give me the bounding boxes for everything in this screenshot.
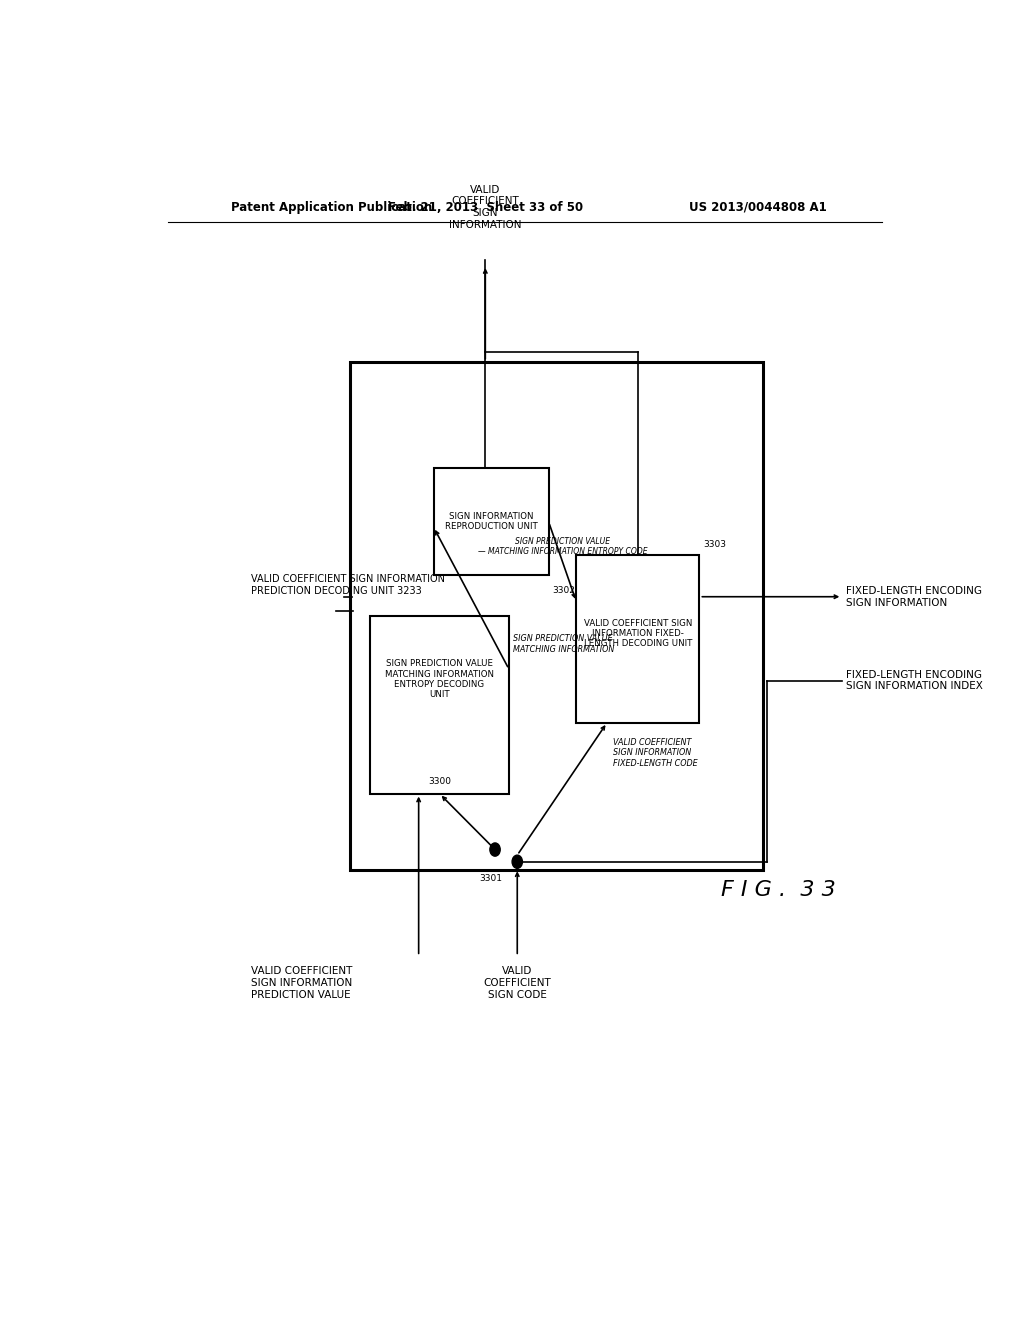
Bar [577, 554, 699, 722]
Text: 3301: 3301 [479, 874, 503, 883]
Text: F I G .  3 3: F I G . 3 3 [721, 880, 837, 900]
Text: US 2013/0044808 A1: US 2013/0044808 A1 [688, 201, 826, 214]
Text: Patent Application Publication: Patent Application Publication [231, 201, 432, 214]
Bar [433, 469, 549, 576]
Text: SIGN INFORMATION
REPRODUCTION UNIT: SIGN INFORMATION REPRODUCTION UNIT [444, 512, 538, 532]
Text: VALID COEFFICIENT
SIGN INFORMATION
PREDICTION VALUE: VALID COEFFICIENT SIGN INFORMATION PREDI… [251, 966, 352, 999]
Bar [350, 362, 763, 870]
Circle shape [489, 843, 500, 857]
Text: 3302: 3302 [553, 586, 575, 595]
Circle shape [512, 855, 522, 869]
Text: 3303: 3303 [703, 540, 726, 549]
Bar [370, 615, 509, 793]
Text: VALID
COEFFICIENT
SIGN
INFORMATION: VALID COEFFICIENT SIGN INFORMATION [450, 185, 521, 230]
Text: SIGN PREDICTION VALUE
MATCHING INFORMATION: SIGN PREDICTION VALUE MATCHING INFORMATI… [513, 635, 614, 653]
Text: VALID COEFFICIENT
SIGN INFORMATION
FIXED-LENGTH CODE: VALID COEFFICIENT SIGN INFORMATION FIXED… [613, 738, 698, 767]
Text: VALID COEFFICIENT SIGN
INFORMATION FIXED-
LENGTH DECODING UNIT: VALID COEFFICIENT SIGN INFORMATION FIXED… [584, 619, 692, 648]
Text: FIXED-LENGTH ENCODING
SIGN INFORMATION INDEX: FIXED-LENGTH ENCODING SIGN INFORMATION I… [846, 669, 983, 692]
Text: Feb. 21, 2013  Sheet 33 of 50: Feb. 21, 2013 Sheet 33 of 50 [387, 201, 583, 214]
Text: VALID
COEFFICIENT
SIGN CODE: VALID COEFFICIENT SIGN CODE [483, 966, 551, 999]
Text: 3300: 3300 [428, 777, 451, 785]
Text: FIXED-LENGTH ENCODING
SIGN INFORMATION: FIXED-LENGTH ENCODING SIGN INFORMATION [846, 586, 982, 607]
Text: SIGN PREDICTION VALUE
MATCHING INFORMATION
ENTROPY DECODING
UNIT: SIGN PREDICTION VALUE MATCHING INFORMATI… [385, 659, 494, 700]
Text: SIGN PREDICTION VALUE
— MATCHING INFORMATION ENTROPY CODE: SIGN PREDICTION VALUE — MATCHING INFORMA… [477, 537, 647, 557]
Text: VALID COEFFICIENT SIGN INFORMATION
PREDICTION DECODING UNIT 3233: VALID COEFFICIENT SIGN INFORMATION PREDI… [251, 574, 445, 597]
